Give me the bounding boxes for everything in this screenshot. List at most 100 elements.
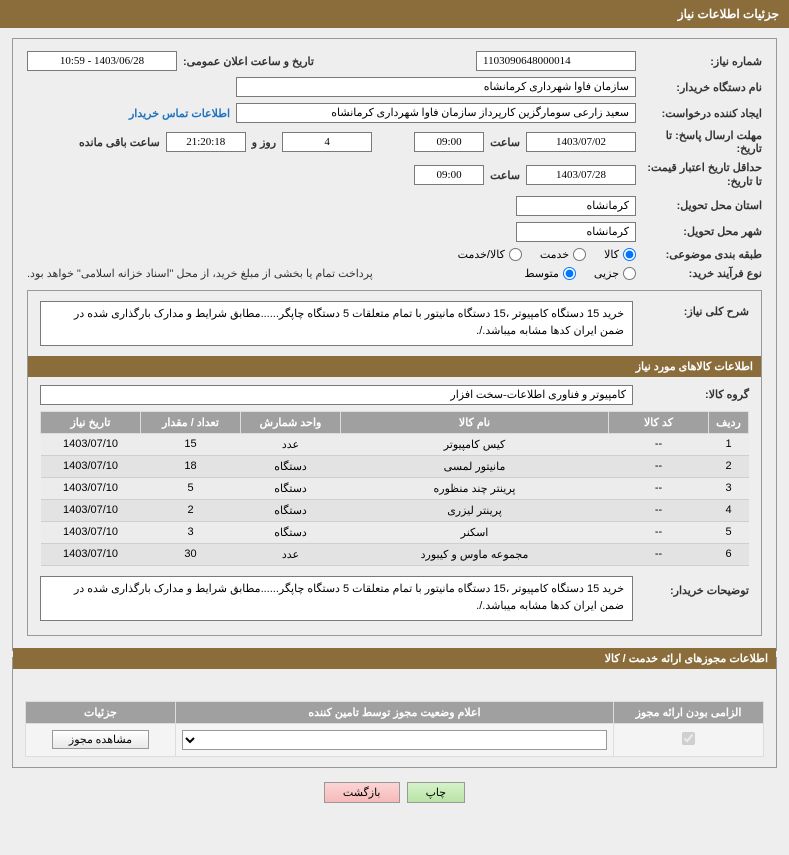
table-cell: دستگاه — [241, 499, 341, 521]
th-code: کد کالا — [609, 411, 709, 433]
days-label: روز و — [252, 136, 276, 149]
table-cell: 6 — [709, 543, 749, 565]
action-buttons-row: چاپ بازگشت — [0, 774, 789, 807]
summary-label: شرح کلی نیاز: — [639, 301, 749, 318]
table-cell: 1403/07/10 — [41, 521, 141, 543]
hour-label-2: ساعت — [490, 169, 520, 182]
perm-status-select[interactable] — [182, 730, 607, 750]
table-cell: 1403/07/10 — [41, 543, 141, 565]
table-cell: کیس کامپیوتر — [341, 433, 609, 455]
time-left-label: ساعت باقی مانده — [79, 136, 160, 149]
table-row: 1--کیس کامپیوترعدد151403/07/10 — [41, 433, 749, 455]
min-valid-label: حداقل تاریخ اعتبار قیمت: تا تاریخ: — [642, 161, 762, 190]
cat-gs-radio[interactable] — [509, 248, 522, 261]
items-section-title: اطلاعات کالاهای مورد نیاز — [28, 356, 761, 377]
city-label: شهر محل تحویل: — [642, 225, 762, 238]
cat-goods-option[interactable]: کالا — [604, 248, 636, 261]
province-label: استان محل تحویل: — [642, 199, 762, 212]
table-cell: 30 — [141, 543, 241, 565]
items-table: ردیف کد کالا نام کالا واحد شمارش تعداد /… — [40, 411, 749, 566]
deadline-date-field: 1403/07/02 — [526, 132, 636, 152]
table-cell: -- — [609, 543, 709, 565]
table-cell: 2 — [141, 499, 241, 521]
table-row: 2--مانیتور لمسیدستگاه181403/07/10 — [41, 455, 749, 477]
table-cell: 15 — [141, 433, 241, 455]
process-label: نوع فرآیند خرید: — [642, 267, 762, 280]
table-row: 3--پرینتر چند منظورهدستگاه51403/07/10 — [41, 477, 749, 499]
cat-service-option[interactable]: خدمت — [540, 248, 586, 261]
group-field: کامپیوتر و فناوری اطلاعات-سخت افزار — [40, 385, 633, 405]
days-count-field: 4 — [282, 132, 372, 152]
cat-goods-label: کالا — [604, 248, 619, 261]
process-radio-group: جزیی متوسط — [524, 267, 636, 280]
category-radio-group: کالا خدمت کالا/خدمت — [458, 248, 636, 261]
proc-partial-radio[interactable] — [623, 267, 636, 280]
deadline-hour-field: 09:00 — [414, 132, 484, 152]
cat-service-radio[interactable] — [573, 248, 586, 261]
th-row: ردیف — [709, 411, 749, 433]
table-cell: عدد — [241, 543, 341, 565]
perm-header-row: الزامی بودن ارائه مجوز اعلام وضعیت مجوز … — [26, 701, 764, 723]
province-field: کرمانشاه — [516, 196, 636, 216]
details-sub-panel: شرح کلی نیاز: خرید 15 دستگاه کامپیوتر ،1… — [27, 290, 762, 636]
city-field: کرمانشاه — [516, 222, 636, 242]
min-valid-date-field: 1403/07/28 — [526, 165, 636, 185]
buyer-notes-text: خرید 15 دستگاه کامپیوتر ،15 دستگاه مانیت… — [40, 576, 633, 621]
table-cell: 4 — [709, 499, 749, 521]
th-qty: تعداد / مقدار — [141, 411, 241, 433]
table-cell: دستگاه — [241, 521, 341, 543]
proc-partial-option[interactable]: جزیی — [594, 267, 636, 280]
table-cell: پرینتر لیزری — [341, 499, 609, 521]
perm-section-title: اطلاعات مجوزهای ارائه خدمت / کالا — [13, 648, 776, 669]
cat-goods-radio[interactable] — [623, 248, 636, 261]
permissions-panel: اطلاعات مجوزهای ارائه خدمت / کالا الزامی… — [12, 657, 777, 768]
buyer-notes-label: توضیحات خریدار: — [639, 576, 749, 597]
announce-label: تاریخ و ساعت اعلان عمومی: — [183, 55, 314, 68]
table-cell: پرینتر چند منظوره — [341, 477, 609, 499]
table-cell: 1403/07/10 — [41, 477, 141, 499]
table-cell: 1403/07/10 — [41, 499, 141, 521]
cat-gs-label: کالا/خدمت — [458, 248, 505, 261]
view-permission-button[interactable]: مشاهده مجوز — [52, 730, 149, 749]
table-cell: 5 — [709, 521, 749, 543]
group-label: گروه کالا: — [639, 388, 749, 401]
page-title: جزئیات اطلاعات نیاز — [678, 7, 779, 21]
th-date: تاریخ نیاز — [41, 411, 141, 433]
need-number-field: 1103090648000014 — [476, 51, 636, 71]
table-cell: 5 — [141, 477, 241, 499]
time-left-field: 21:20:18 — [166, 132, 246, 152]
deadline-label: مهلت ارسال پاسخ: تا تاریخ: — [642, 129, 762, 155]
back-button[interactable]: بازگشت — [324, 782, 400, 803]
table-cell: -- — [609, 521, 709, 543]
perm-th-status: اعلام وضعیت مجوز توسط تامین کننده — [176, 701, 614, 723]
table-cell: -- — [609, 433, 709, 455]
buyer-contact-link[interactable]: اطلاعات تماس خریدار — [129, 107, 230, 120]
min-valid-hour-field: 09:00 — [414, 165, 484, 185]
table-cell: 18 — [141, 455, 241, 477]
cat-goods-service-option[interactable]: کالا/خدمت — [458, 248, 522, 261]
table-header-row: ردیف کد کالا نام کالا واحد شمارش تعداد /… — [41, 411, 749, 433]
table-cell: 1 — [709, 433, 749, 455]
hour-label-1: ساعت — [490, 136, 520, 149]
table-cell: مجموعه ماوس و کیبورد — [341, 543, 609, 565]
page-title-bar: جزئیات اطلاعات نیاز — [0, 0, 789, 28]
table-row: 6--مجموعه ماوس و کیبوردعدد301403/07/10 — [41, 543, 749, 565]
proc-medium-option[interactable]: متوسط — [524, 267, 576, 280]
cat-service-label: خدمت — [540, 248, 569, 261]
buyer-org-label: نام دستگاه خریدار: — [642, 81, 762, 94]
table-cell: عدد — [241, 433, 341, 455]
table-cell: -- — [609, 499, 709, 521]
proc-medium-radio[interactable] — [563, 267, 576, 280]
top-info-panel: شماره نیاز: 1103090648000014 تاریخ و ساع… — [12, 38, 777, 651]
perm-th-required: الزامی بودن ارائه مجوز — [614, 701, 764, 723]
table-cell: 2 — [709, 455, 749, 477]
print-button[interactable]: چاپ — [407, 782, 466, 803]
table-cell: دستگاه — [241, 455, 341, 477]
th-name: نام کالا — [341, 411, 609, 433]
table-cell: مانیتور لمسی — [341, 455, 609, 477]
table-cell: 1403/07/10 — [41, 433, 141, 455]
table-row: 5--اسکنردستگاه31403/07/10 — [41, 521, 749, 543]
table-cell: 1403/07/10 — [41, 455, 141, 477]
summary-text: خرید 15 دستگاه کامپیوتر ،15 دستگاه مانیت… — [40, 301, 633, 346]
table-cell: اسکنر — [341, 521, 609, 543]
